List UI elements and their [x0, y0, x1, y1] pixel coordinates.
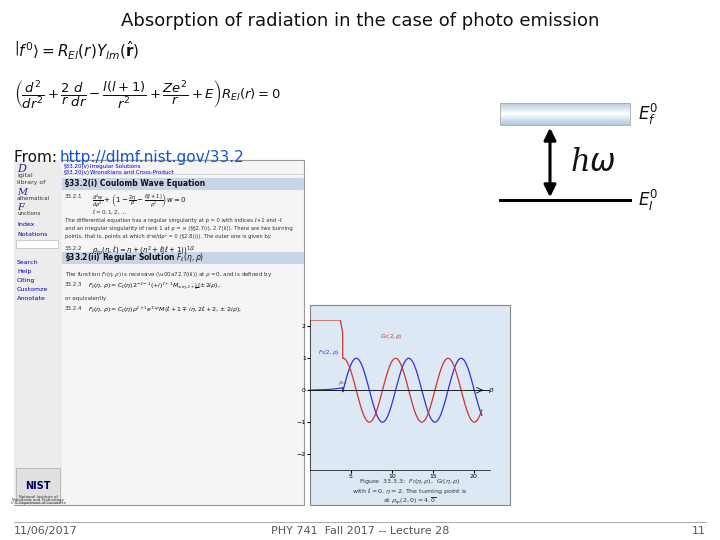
- Bar: [500, 119, 630, 120]
- Text: and an irregular singularity of rank 1 at ρ = ∞ (§§2.7(i), 2.7(ii)). There are t: and an irregular singularity of rank 1 a…: [65, 226, 293, 231]
- Text: §33.2(i) Coulomb Wave Equation: §33.2(i) Coulomb Wave Equation: [65, 179, 205, 188]
- Bar: [500, 116, 630, 117]
- Text: 33.2.4: 33.2.4: [65, 306, 83, 311]
- Text: Absorption of radiation in the case of photo emission: Absorption of radiation in the case of p…: [121, 12, 599, 30]
- Text: points, that is, points at which d²w/dρ² = 0 (§2.8(i)). The outer one is given b: points, that is, points at which d²w/dρ²…: [65, 234, 271, 239]
- Text: unctions: unctions: [17, 211, 40, 216]
- Text: NIST: NIST: [25, 481, 50, 491]
- Text: Index: Index: [17, 222, 35, 227]
- Text: $\rho_{tp}(\eta,\ell) = \eta + (\eta^2 + \ell(\ell+1))^{1/2}$: $\rho_{tp}(\eta,\ell) = \eta + (\eta^2 +…: [92, 244, 195, 258]
- Text: §33.2(ii) Regular Solution $F_\ell(\eta,\rho)$: §33.2(ii) Regular Solution $F_\ell(\eta,…: [65, 252, 204, 265]
- Text: Customze: Customze: [17, 287, 48, 292]
- Text: F: F: [17, 203, 24, 212]
- Text: $\left(\dfrac{d^2}{dr^2} + \dfrac{2}{r}\dfrac{d}{dr} - \dfrac{l(l+1)}{r^2} + \df: $\left(\dfrac{d^2}{dr^2} + \dfrac{2}{r}\…: [14, 78, 281, 110]
- Text: 11/06/2017: 11/06/2017: [14, 526, 78, 536]
- Text: From:: From:: [14, 150, 62, 165]
- Bar: [500, 117, 630, 118]
- Text: $\rho$: $\rho$: [488, 386, 495, 395]
- Text: Figure  33.3.3:  $F_\ell(\eta,\rho)$,  $G_\ell(\eta,\rho)$: Figure 33.3.3: $F_\ell(\eta,\rho)$, $G_\…: [359, 477, 461, 486]
- Text: §33.20(v): §33.20(v): [64, 170, 90, 175]
- Bar: [14, 160, 62, 505]
- Text: PHY 741  Fall 2017 -- Lecture 28: PHY 741 Fall 2017 -- Lecture 28: [271, 526, 449, 536]
- Text: National Institute of: National Institute of: [19, 495, 58, 499]
- Bar: [500, 114, 630, 116]
- Text: $G_0(2,\rho)$: $G_0(2,\rho)$: [379, 332, 402, 341]
- Bar: [500, 103, 630, 125]
- Text: U.S. Department of Commerce: U.S. Department of Commerce: [11, 501, 66, 505]
- Bar: [14, 160, 304, 505]
- Bar: [500, 124, 630, 125]
- Text: $F_\ell(\eta,\rho)=C_\ell(\eta)2^{-\ell-1}(+i)^{\ell+1}M_{\pm i\eta,\ell+\frac{1: $F_\ell(\eta,\rho)=C_\ell(\eta)2^{-\ell-…: [88, 280, 220, 292]
- Text: Citing: Citing: [17, 278, 35, 283]
- Text: Annotate: Annotate: [17, 296, 46, 301]
- Bar: [500, 103, 630, 104]
- Text: Help: Help: [17, 269, 32, 274]
- Bar: [500, 120, 630, 122]
- Bar: [500, 112, 630, 113]
- Text: at $\rho_{tp}(2,0) = 4.\overline{0}$: at $\rho_{tp}(2,0) = 4.\overline{0}$: [383, 495, 437, 507]
- Text: 11: 11: [692, 526, 706, 536]
- Bar: [500, 108, 630, 109]
- Text: igital: igital: [17, 173, 32, 178]
- Bar: [500, 118, 630, 119]
- Text: Notations: Notations: [17, 232, 48, 237]
- Bar: [500, 104, 630, 105]
- Bar: [16, 240, 58, 248]
- Text: http://dlmf.nist.gov/33.2: http://dlmf.nist.gov/33.2: [60, 150, 245, 165]
- Text: 33.2.2: 33.2.2: [65, 246, 83, 251]
- Text: M: M: [17, 188, 27, 197]
- Bar: [16, 468, 60, 503]
- Text: §33.20(v): §33.20(v): [64, 164, 90, 169]
- Bar: [62, 178, 304, 190]
- Text: $\rho_{tp}$: $\rho_{tp}$: [338, 380, 347, 389]
- Text: $E_I^0$: $E_I^0$: [638, 187, 658, 213]
- Bar: [500, 107, 630, 108]
- Text: or equivalently: or equivalently: [65, 296, 107, 301]
- Bar: [500, 123, 630, 124]
- Bar: [500, 109, 630, 110]
- Bar: [500, 111, 630, 112]
- Text: $\left|f^0\right\rangle = R_{El}(r)Y_{lm}(\hat{\mathbf{r}})$: $\left|f^0\right\rangle = R_{El}(r)Y_{lm…: [14, 40, 139, 62]
- Bar: [500, 106, 630, 107]
- Text: 33.2.3: 33.2.3: [65, 282, 83, 287]
- Text: Standards and Technology: Standards and Technology: [12, 498, 64, 502]
- Text: The function $F_\ell(\eta,\rho)$ is recessive (\u00a72.7(iii)) at $\rho=0$, and : The function $F_\ell(\eta,\rho)$ is rece…: [65, 270, 272, 279]
- Text: $\ell = 0, 1, 2, \ldots$: $\ell = 0, 1, 2, \ldots$: [92, 208, 127, 217]
- Text: h$\omega$: h$\omega$: [570, 147, 616, 178]
- Text: $F_\ell(\eta,\rho)=C_\ell(\eta)\rho^{\ell+1}e^{\mp i\rho}M(\ell+1\mp i\eta,2\ell: $F_\ell(\eta,\rho)=C_\ell(\eta)\rho^{\el…: [88, 304, 242, 315]
- Text: $\frac{d^2w}{d\rho^2}+\left(1-\frac{2\eta}{\rho}-\frac{\ell(\ell+1)}{\rho^2}\rig: $\frac{d^2w}{d\rho^2}+\left(1-\frac{2\et…: [92, 192, 186, 210]
- Text: Wronskians and Cross-Product: Wronskians and Cross-Product: [90, 170, 174, 175]
- Bar: [500, 105, 630, 106]
- Text: The differential equation has a regular singularity at ρ = 0 with indices ℓ+1 an: The differential equation has a regular …: [65, 218, 282, 223]
- Text: Search: Search: [17, 260, 39, 265]
- Text: with $\ell = 0$, $\eta = 2$. The turning point is: with $\ell = 0$, $\eta = 2$. The turning…: [352, 486, 468, 496]
- Bar: [310, 305, 510, 505]
- Text: 33.2.1: 33.2.1: [65, 194, 83, 199]
- Bar: [500, 113, 630, 114]
- Bar: [500, 122, 630, 123]
- Bar: [62, 252, 304, 264]
- Text: $E_f^0$: $E_f^0$: [638, 102, 658, 126]
- Text: D: D: [17, 164, 26, 174]
- Text: Irregular Solutions: Irregular Solutions: [90, 164, 140, 169]
- Text: athematical: athematical: [17, 196, 50, 201]
- Text: $F_0(2,\rho)$: $F_0(2,\rho)$: [318, 348, 340, 357]
- Text: library of: library of: [17, 180, 45, 185]
- Bar: [500, 110, 630, 111]
